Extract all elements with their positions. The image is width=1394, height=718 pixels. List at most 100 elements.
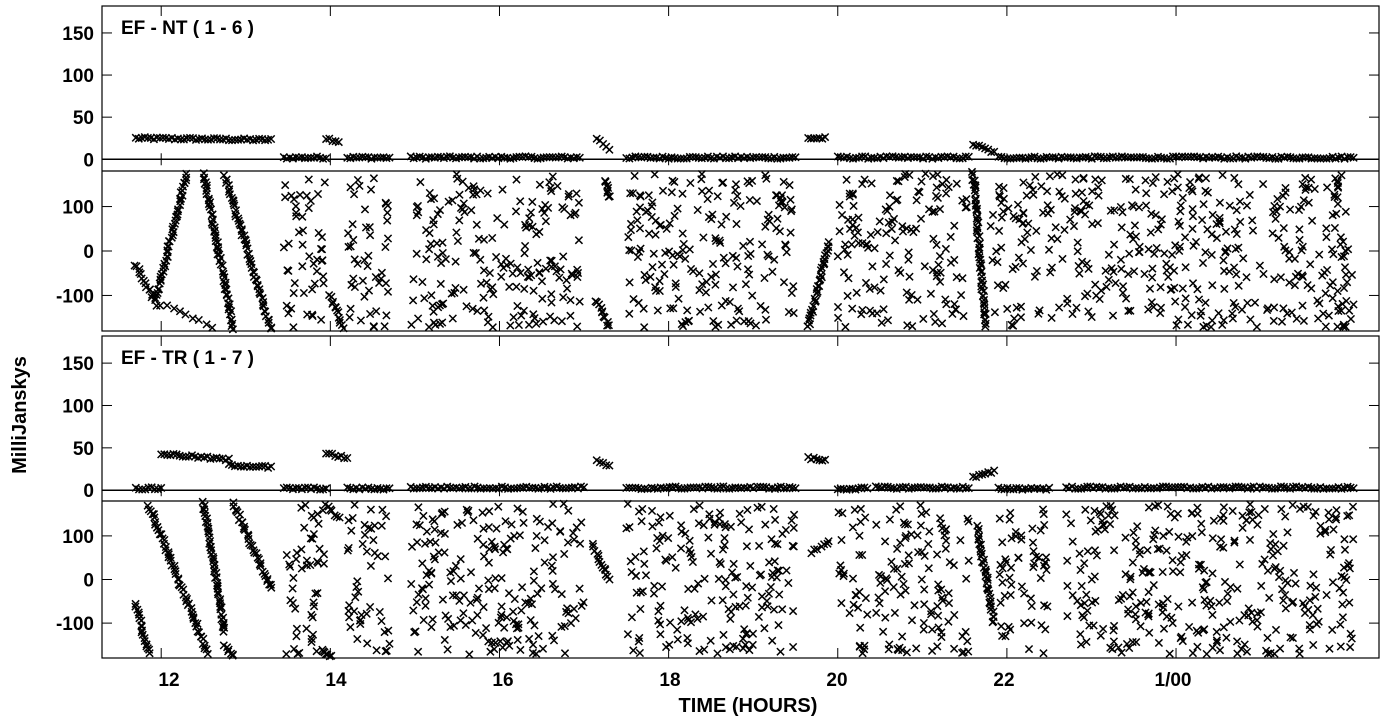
data-point <box>944 589 953 598</box>
data-point <box>1237 305 1247 314</box>
data-point <box>1321 525 1330 535</box>
data-point <box>870 283 879 292</box>
data-point <box>1331 174 1340 183</box>
data-point <box>992 247 1001 256</box>
data-point <box>372 307 381 316</box>
data-point <box>1154 500 1163 510</box>
y-tick-label: 100 <box>62 527 94 548</box>
data-point <box>532 649 541 658</box>
data-point <box>453 520 462 530</box>
data-point <box>948 309 957 319</box>
data-point <box>1328 625 1337 635</box>
data-point <box>385 153 394 162</box>
data-point <box>531 543 540 553</box>
data-point <box>308 630 318 639</box>
data-point <box>1303 502 1313 512</box>
data-point <box>1046 268 1055 277</box>
data-point <box>192 622 201 631</box>
data-point <box>627 613 637 622</box>
data-point <box>362 547 372 556</box>
data-point <box>312 647 321 656</box>
data-point <box>517 311 526 320</box>
data-point <box>1248 617 1257 626</box>
data-point <box>1006 590 1015 600</box>
data-point <box>935 277 945 286</box>
data-point <box>1082 637 1091 647</box>
data-point <box>694 153 703 163</box>
phase-marks <box>130 167 1358 334</box>
data-point <box>1312 620 1321 629</box>
data-point <box>1025 181 1035 190</box>
data-point <box>648 198 657 207</box>
data-point <box>705 514 714 523</box>
data-point <box>721 582 730 591</box>
data-point <box>497 602 506 611</box>
data-point <box>944 182 953 192</box>
data-point <box>1198 583 1207 592</box>
data-point <box>319 272 328 281</box>
data-point <box>1145 284 1155 293</box>
data-point <box>1114 643 1123 652</box>
data-point <box>636 604 645 614</box>
data-point <box>438 248 447 258</box>
data-point <box>1034 309 1043 318</box>
data-point <box>994 152 1003 161</box>
data-point <box>1108 505 1117 514</box>
data-point <box>473 593 482 602</box>
data-point <box>788 606 798 616</box>
data-point <box>1232 229 1241 239</box>
data-point <box>377 616 386 626</box>
data-point <box>1212 233 1222 243</box>
data-point <box>1114 595 1123 605</box>
data-point <box>898 483 907 492</box>
data-point <box>646 272 655 282</box>
data-point <box>438 595 448 604</box>
data-point <box>257 461 267 471</box>
data-point <box>865 284 874 294</box>
data-point <box>993 281 1003 290</box>
data-point <box>505 282 514 292</box>
data-point <box>447 289 456 298</box>
data-point <box>456 554 465 564</box>
data-point <box>1133 522 1142 531</box>
data-point <box>684 584 693 594</box>
data-point <box>848 215 857 224</box>
data-point <box>844 274 853 283</box>
data-point <box>530 153 539 163</box>
data-point <box>545 312 555 321</box>
data-point <box>863 484 872 493</box>
data-point <box>950 255 959 265</box>
data-point <box>897 572 906 581</box>
data-point <box>1232 270 1241 279</box>
data-point <box>166 553 175 562</box>
data-point <box>537 277 547 286</box>
data-point <box>787 516 796 525</box>
data-point <box>708 259 718 269</box>
data-point <box>1138 568 1147 577</box>
data-point <box>364 251 373 260</box>
data-point <box>145 285 155 294</box>
data-point <box>1192 153 1202 162</box>
data-point <box>695 501 704 510</box>
data-point <box>244 531 253 541</box>
data-point <box>1299 316 1309 326</box>
data-point <box>548 499 558 509</box>
data-point <box>1341 270 1351 279</box>
data-point <box>1309 511 1318 520</box>
data-point <box>887 224 896 234</box>
data-point <box>605 192 614 201</box>
data-point <box>309 598 318 607</box>
data-point <box>765 216 774 226</box>
data-point <box>1021 154 1030 163</box>
data-point <box>1043 201 1052 210</box>
data-point <box>297 564 306 573</box>
data-point <box>572 152 581 162</box>
data-point <box>892 544 902 554</box>
data-point <box>290 278 299 288</box>
data-point <box>839 571 848 581</box>
data-point <box>289 323 298 332</box>
data-point <box>1228 506 1237 516</box>
data-point <box>1077 581 1086 591</box>
data-point <box>1024 153 1033 163</box>
data-point <box>540 536 549 545</box>
